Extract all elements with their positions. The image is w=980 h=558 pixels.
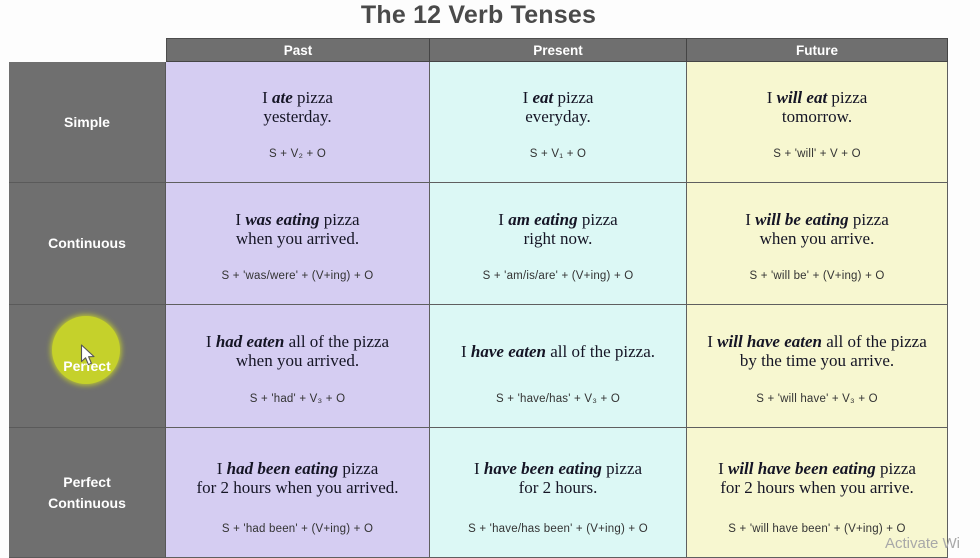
row-header-perfect-continuous: Perfect Continuous bbox=[9, 428, 166, 558]
formula: S + 'will have' + V₃ + O bbox=[756, 393, 878, 405]
formula: S + 'am/is/are' + (V+ing) + O bbox=[482, 270, 634, 282]
verb-phrase: will eat bbox=[776, 88, 828, 107]
example-sentence: I eat pizza everyday. bbox=[522, 88, 594, 126]
activate-windows-watermark: Activate Wi bbox=[885, 535, 961, 552]
formula: S + 'had been' + (V+ing) + O bbox=[221, 523, 374, 535]
example-sentence: I had eaten all of the pizza when you ar… bbox=[205, 332, 390, 370]
verb-phrase: have been eating bbox=[483, 458, 602, 478]
example-sentence: I have been eating pizza for 2 hours. bbox=[473, 458, 643, 497]
row-header-simple: Simple bbox=[9, 62, 166, 183]
row-header-label: Continuous bbox=[48, 235, 126, 252]
formula: S + V₁ + O bbox=[529, 148, 587, 160]
example-sentence: I ate pizza yesterday. bbox=[262, 88, 333, 126]
verb-phrase: will have been eating bbox=[728, 458, 876, 478]
cell-perfect-present: I have eaten all of the pizza. S + 'have… bbox=[430, 305, 687, 428]
verb-phrase: eat bbox=[532, 88, 554, 107]
example-sentence: I will eat pizza tomorrow. bbox=[766, 88, 868, 126]
example-sentence: I have eaten all of the pizza. bbox=[460, 341, 656, 361]
cell-continuous-present: I am eating pizza right now. S + 'am/is/… bbox=[430, 183, 687, 305]
row-header-label: Perfect Continuous bbox=[48, 474, 126, 511]
example-sentence: I will be eating pizza when you arrive. bbox=[745, 209, 889, 248]
formula: S + 'will have been' + (V+ing) + O bbox=[728, 523, 906, 535]
cell-simple-future: I will eat pizza tomorrow. S + 'will' + … bbox=[687, 62, 948, 183]
column-header-future: Future bbox=[687, 38, 948, 62]
row-header-label: Simple bbox=[64, 113, 110, 130]
table-corner-spacer bbox=[9, 38, 166, 62]
cell-simple-past: I ate pizza yesterday. S + V₂ + O bbox=[166, 62, 430, 183]
cell-perfect-past: I had eaten all of the pizza when you ar… bbox=[166, 305, 430, 428]
cell-simple-present: I eat pizza everyday. S + V₁ + O bbox=[430, 62, 687, 183]
example-sentence: I had been eating pizza for 2 hours when… bbox=[196, 458, 399, 497]
verb-phrase: ate bbox=[272, 88, 293, 107]
column-header-past: Past bbox=[166, 38, 430, 62]
verb-phrase: had been eating bbox=[226, 458, 339, 478]
cell-perfect-continuous-future: I will have been eating pizza for 2 hour… bbox=[687, 428, 948, 558]
verb-phrase: will be eating bbox=[755, 209, 849, 229]
verb-phrase: am eating bbox=[508, 209, 578, 229]
mouse-cursor-icon bbox=[80, 344, 97, 372]
formula: S + 'will' + V + O bbox=[773, 148, 861, 160]
cell-perfect-future: I will have eaten all of the pizza by th… bbox=[687, 305, 948, 428]
example-sentence: I am eating pizza right now. bbox=[498, 209, 618, 248]
verb-phrase: will have eaten bbox=[717, 332, 822, 351]
formula: S + 'have/has been' + (V+ing) + O bbox=[468, 523, 648, 535]
row-header-label: Perfect bbox=[63, 357, 111, 374]
row-header-continuous: Continuous bbox=[9, 183, 166, 305]
formula: S + 'was/were' + (V+ing) + O bbox=[221, 270, 374, 282]
example-sentence: I was eating pizza when you arrived. bbox=[235, 209, 360, 248]
example-sentence: I will have eaten all of the pizza by th… bbox=[707, 332, 927, 370]
example-sentence: I will have been eating pizza for 2 hour… bbox=[718, 458, 916, 497]
formula: S + 'will be' + (V+ing) + O bbox=[749, 270, 885, 282]
verb-tense-table: Past Present Future Simple I ate pizza y… bbox=[9, 38, 948, 558]
verb-phrase: was eating bbox=[245, 209, 320, 229]
cell-continuous-future: I will be eating pizza when you arrive. … bbox=[687, 183, 948, 305]
cell-continuous-past: I was eating pizza when you arrived. S +… bbox=[166, 183, 430, 305]
cell-perfect-continuous-past: I had been eating pizza for 2 hours when… bbox=[166, 428, 430, 558]
formula: S + 'have/has' + V₃ + O bbox=[496, 393, 620, 405]
column-header-present: Present bbox=[430, 38, 687, 62]
verb-phrase: had eaten bbox=[215, 332, 285, 351]
formula: S + V₂ + O bbox=[269, 148, 326, 160]
page-title: The 12 Verb Tenses bbox=[360, 1, 597, 29]
cell-perfect-continuous-present: I have been eating pizza for 2 hours. S … bbox=[430, 428, 687, 558]
formula: S + 'had' + V₃ + O bbox=[249, 393, 346, 405]
verb-phrase: have eaten bbox=[470, 341, 546, 361]
